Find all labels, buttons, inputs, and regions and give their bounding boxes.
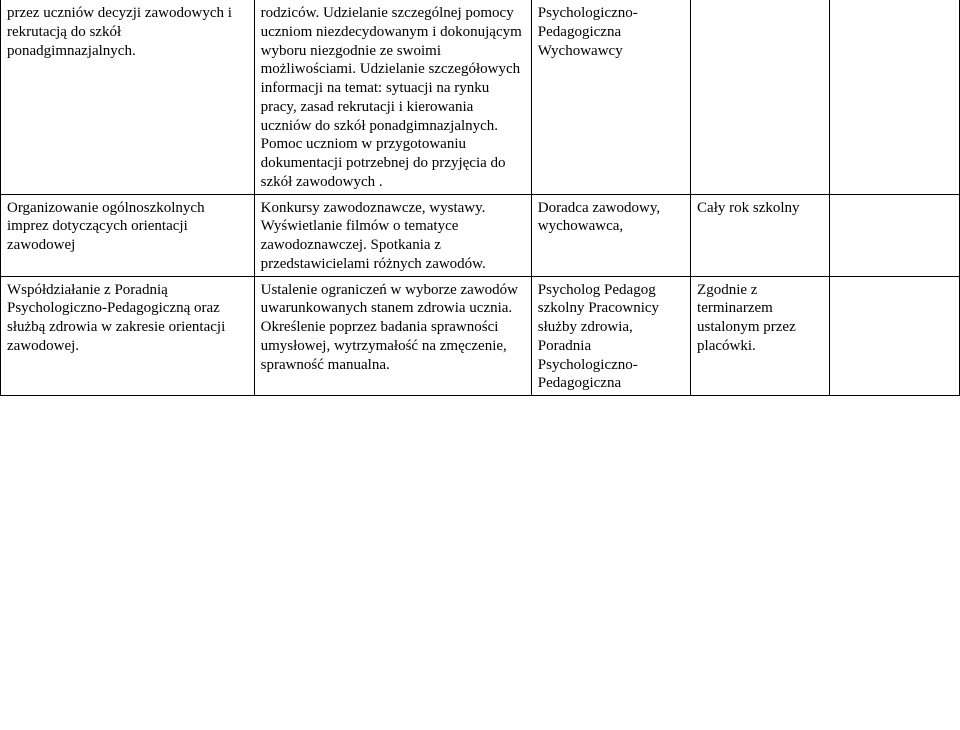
cell-responsible: Psychologiczno-Pedagogiczna Wychowawcy [531, 0, 690, 194]
cell-responsible: Doradca zawodowy, wychowawca, [531, 194, 690, 276]
cell-notes [830, 276, 960, 396]
cell-description: Ustalenie ograniczeń w wyborze zawodów u… [254, 276, 531, 396]
cell-notes [830, 194, 960, 276]
cell-notes [830, 0, 960, 194]
cell-description: Konkursy zawodoznawcze, wystawy. Wyświet… [254, 194, 531, 276]
document-table: przez uczniów decyzji zawodowych i rekru… [0, 0, 960, 396]
table-row: Współdziałanie z Poradnią Psychologiczno… [1, 276, 960, 396]
cell-activity: Współdziałanie z Poradnią Psychologiczno… [1, 276, 255, 396]
cell-term [691, 0, 830, 194]
table-row: Organizowanie ogólnoszkolnych imprez dot… [1, 194, 960, 276]
cell-activity: przez uczniów decyzji zawodowych i rekru… [1, 0, 255, 194]
cell-description: rodziców. Udzielanie szczególnej pomocy … [254, 0, 531, 194]
cell-activity: Organizowanie ogólnoszkolnych imprez dot… [1, 194, 255, 276]
cell-term: Zgodnie z terminarzem ustalonym przez pl… [691, 276, 830, 396]
cell-responsible: Psycholog Pedagog szkolny Pracownicy słu… [531, 276, 690, 396]
cell-term: Cały rok szkolny [691, 194, 830, 276]
table-row: przez uczniów decyzji zawodowych i rekru… [1, 0, 960, 194]
